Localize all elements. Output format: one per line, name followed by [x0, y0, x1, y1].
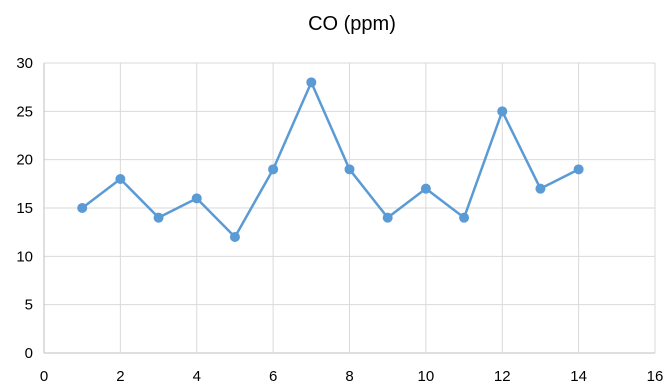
y-tick-label: 5	[25, 297, 33, 314]
y-tick-label: 25	[16, 103, 33, 120]
x-tick-label: 10	[418, 368, 435, 385]
x-tick-label: 8	[345, 368, 353, 385]
x-tick-label: 12	[494, 368, 511, 385]
x-tick-label: 16	[647, 368, 664, 385]
data-point	[573, 164, 584, 175]
data-point	[306, 77, 317, 88]
x-tick-label: 4	[193, 368, 201, 385]
data-point	[497, 106, 508, 117]
axes: 0 5 10 15 20 25 30 0 2 4 6 8 10 12 14 16	[16, 55, 663, 385]
data-point	[153, 212, 164, 223]
y-tick-label: 0	[25, 345, 33, 362]
series-line	[81, 81, 580, 239]
data-point	[77, 203, 88, 213]
data-point	[191, 193, 202, 204]
x-tick-label: 6	[269, 368, 277, 385]
data-point	[268, 164, 279, 175]
x-tick-label: 14	[570, 368, 587, 385]
series-layer	[77, 77, 584, 242]
data-point	[459, 212, 470, 223]
data-point	[382, 212, 393, 223]
y-tick-label: 20	[16, 152, 33, 169]
data-point	[535, 183, 546, 194]
y-tick-label: 15	[16, 200, 33, 217]
data-point	[115, 174, 126, 184]
y-tick-label: 30	[16, 55, 33, 72]
data-point	[344, 164, 355, 175]
data-point	[229, 232, 240, 242]
x-tick-label: 2	[116, 368, 124, 385]
chart-title: CO (ppm)	[308, 13, 396, 35]
data-point	[420, 183, 431, 194]
x-tick-label: 0	[40, 368, 48, 385]
grid-lines	[43, 62, 656, 354]
y-tick-label: 10	[16, 248, 33, 265]
